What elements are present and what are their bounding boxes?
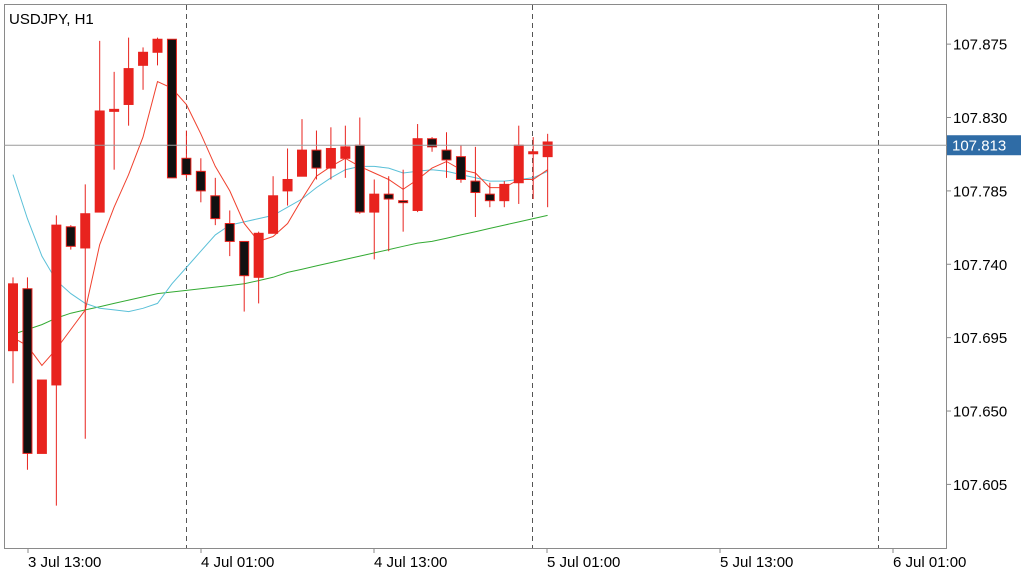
candle-body — [268, 195, 279, 234]
candle — [181, 130, 192, 178]
candle-body — [325, 147, 336, 169]
candle-body — [513, 144, 524, 184]
candle-body — [369, 193, 380, 213]
candle — [36, 379, 47, 454]
candle — [369, 179, 380, 260]
candle — [210, 177, 221, 226]
candle-body — [340, 146, 351, 159]
candle — [239, 240, 250, 312]
candle-body — [427, 138, 438, 148]
x-tick-label: 5 Jul 01:00 — [547, 554, 620, 571]
candle — [311, 130, 322, 180]
candles — [8, 37, 553, 506]
y-tick-label: 107.740 — [953, 257, 1007, 274]
day-separators — [186, 5, 879, 548]
candle-body — [282, 178, 293, 192]
plot-frame — [4, 4, 947, 549]
candle-body — [181, 157, 192, 176]
candle — [109, 71, 120, 170]
x-tick-label: 5 Jul 13:00 — [720, 554, 793, 571]
ma-slow-line — [12, 214, 548, 335]
x-tick-label: 4 Jul 01:00 — [201, 554, 274, 571]
candle — [441, 132, 452, 178]
candle-body — [36, 379, 47, 454]
candle — [123, 37, 134, 126]
candle-body — [484, 193, 495, 202]
candle — [470, 146, 481, 217]
candle — [297, 119, 307, 177]
chart-title: USDJPY, H1 — [9, 11, 94, 28]
price-axis: 107.875 107.830 107.785 107.740 107.695 107.6… — [946, 37, 1007, 494]
candle-body — [8, 283, 18, 352]
candle-body — [166, 38, 177, 179]
candle — [94, 40, 105, 213]
candle-body — [542, 141, 553, 158]
candle-body — [239, 240, 250, 277]
candle-body — [22, 288, 33, 454]
candle — [484, 182, 495, 208]
candle — [166, 38, 177, 179]
candle — [455, 145, 466, 183]
y-tick-label: 107.830 — [953, 110, 1007, 127]
y-tick-label: 107.785 — [953, 183, 1007, 200]
current-price-label: 107.813 — [952, 138, 1006, 155]
candle — [51, 215, 62, 506]
candle-body — [210, 195, 221, 220]
y-tick-label: 107.605 — [953, 477, 1007, 494]
candle-body — [470, 180, 481, 194]
x-tick-label: 3 Jul 13:00 — [28, 554, 101, 571]
candle-body — [123, 68, 134, 105]
x-tick-label: 6 Jul 01:00 — [893, 554, 966, 571]
candle-body — [297, 149, 307, 177]
candle-body — [65, 226, 76, 247]
candle-body — [455, 156, 466, 180]
candle-body — [412, 138, 423, 211]
candle — [22, 277, 33, 470]
candle — [138, 47, 149, 90]
candle — [224, 210, 235, 257]
candle — [282, 148, 293, 206]
candle — [195, 158, 206, 203]
candle — [65, 225, 76, 250]
candle — [325, 127, 336, 180]
candle — [268, 176, 279, 234]
candle-body — [138, 51, 149, 66]
candle-body — [109, 108, 120, 112]
time-axis: 3 Jul 13:00 4 Jul 01:00 4 Jul 13:00 5 Jul 0… — [27, 548, 966, 571]
candle-body — [528, 151, 539, 155]
candle — [499, 181, 510, 208]
candle-body — [441, 149, 452, 161]
candle — [528, 137, 539, 200]
candle-body — [80, 213, 91, 249]
candle-body — [383, 193, 394, 200]
candle — [8, 277, 18, 384]
candle-body — [224, 223, 235, 242]
y-tick-label: 107.695 — [953, 330, 1007, 347]
candle-body — [94, 110, 105, 213]
candle — [383, 176, 394, 252]
candle-body — [311, 149, 322, 169]
candle — [152, 37, 163, 66]
current-price-tag: 107.813 — [947, 135, 1021, 156]
candle — [398, 169, 409, 232]
candle-body — [152, 38, 163, 53]
candle — [427, 137, 438, 152]
candle-body — [253, 232, 264, 278]
candle — [80, 184, 91, 439]
y-tick-label: 107.650 — [953, 404, 1007, 421]
x-tick-label: 4 Jul 13:00 — [374, 554, 447, 571]
candle — [412, 124, 423, 213]
candle-body — [51, 224, 62, 386]
y-tick-label: 107.875 — [953, 37, 1007, 54]
candle-body — [398, 200, 409, 204]
candle — [542, 133, 553, 208]
candle — [340, 125, 351, 178]
candle-body — [195, 170, 206, 192]
candle-body — [499, 183, 510, 202]
candle — [253, 231, 264, 304]
candle-body — [354, 144, 365, 213]
